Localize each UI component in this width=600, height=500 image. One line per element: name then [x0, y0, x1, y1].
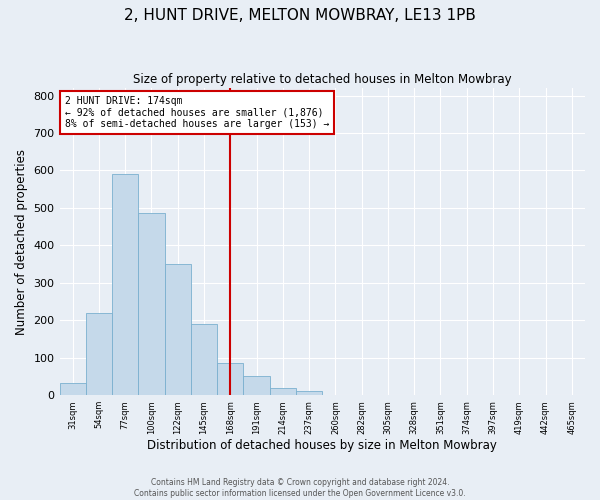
X-axis label: Distribution of detached houses by size in Melton Mowbray: Distribution of detached houses by size … [148, 440, 497, 452]
Bar [139, 213, 164, 395]
Text: Contains HM Land Registry data © Crown copyright and database right 2024.
Contai: Contains HM Land Registry data © Crown c… [134, 478, 466, 498]
Text: 2, HUNT DRIVE, MELTON MOWBRAY, LE13 1PB: 2, HUNT DRIVE, MELTON MOWBRAY, LE13 1PB [124, 8, 476, 22]
Bar [270, 388, 296, 395]
Bar [112, 174, 139, 395]
Bar [164, 264, 191, 395]
Bar [244, 376, 270, 395]
Text: 2 HUNT DRIVE: 174sqm
← 92% of detached houses are smaller (1,876)
8% of semi-det: 2 HUNT DRIVE: 174sqm ← 92% of detached h… [65, 96, 329, 128]
Bar [296, 390, 322, 395]
Y-axis label: Number of detached properties: Number of detached properties [15, 148, 28, 334]
Bar [191, 324, 217, 395]
Bar [86, 313, 112, 395]
Bar [217, 364, 244, 395]
Bar [59, 383, 86, 395]
Title: Size of property relative to detached houses in Melton Mowbray: Size of property relative to detached ho… [133, 72, 512, 86]
